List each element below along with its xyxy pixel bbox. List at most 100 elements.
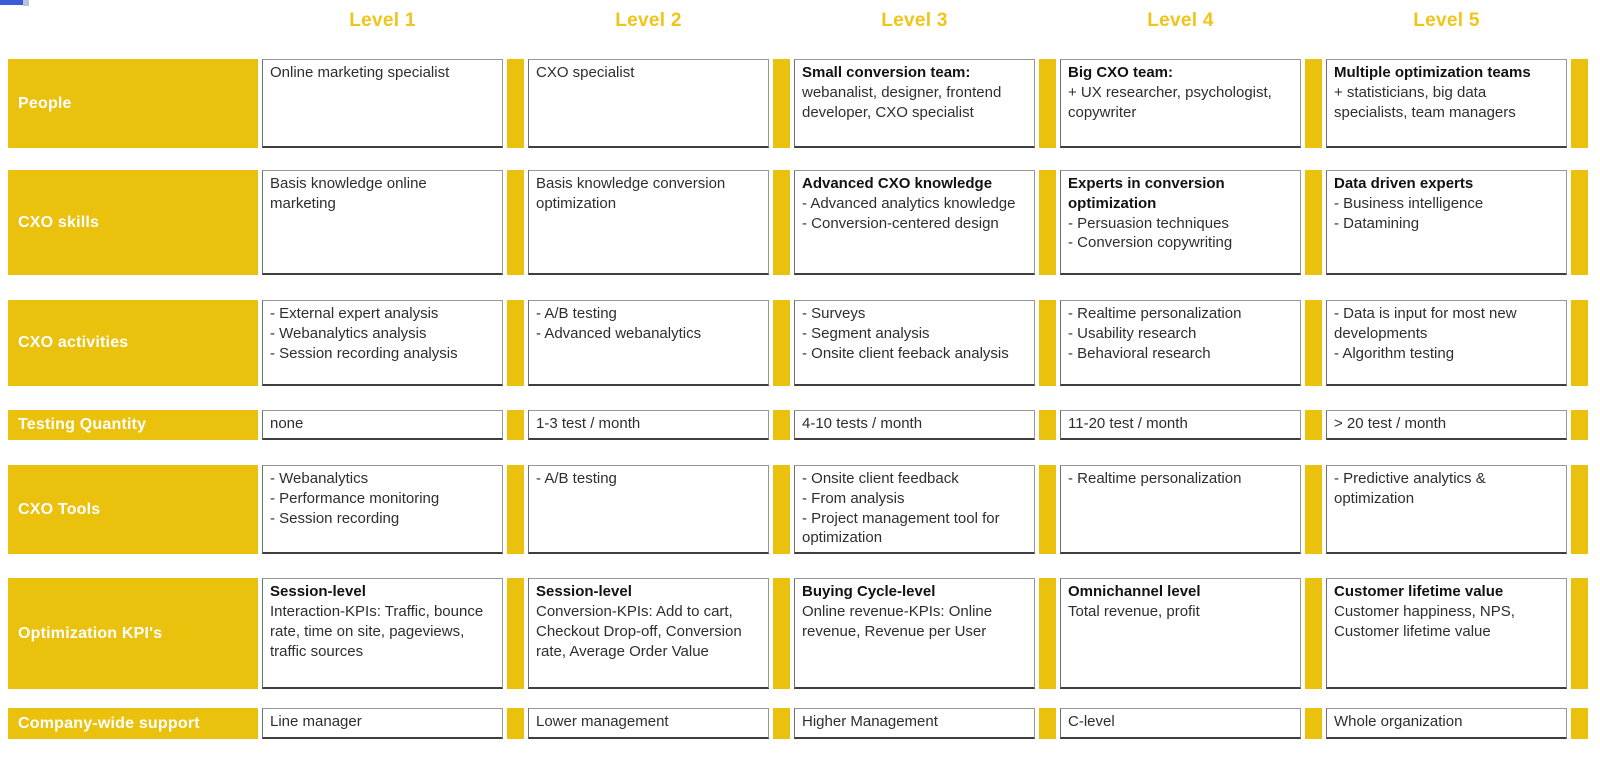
yellow-strip: [1305, 578, 1322, 690]
cell-cxo-activities-level-2: - A/B testing - Advanced webanalytics: [528, 300, 769, 386]
cell-title: Session-level: [270, 583, 366, 601]
blue-artifact-bar: [0, 0, 29, 6]
cell-optimization-kpi-s-level-1: Session-level Interaction-KPIs: Traffic, …: [262, 578, 503, 690]
cell-cxo-activities-level-5: - Data is input for most new development…: [1326, 300, 1567, 386]
yellow-strip: [1571, 465, 1588, 555]
yellow-strip: [507, 170, 524, 275]
yellow-strip: [1039, 300, 1056, 386]
cell-people-level-3: Small conversion team: webanalist, design…: [794, 59, 1035, 148]
cell-people-level-1: Online marketing specialist: [262, 59, 503, 148]
cell-people-level-4: Big CXO team: + UX researcher, psychologi…: [1060, 59, 1301, 148]
cell-cxo-activities-level-1: - External expert analysis - Webanalytic…: [262, 300, 503, 386]
cell-cxo-activities-level-4: - Realtime personalization - Usability r…: [1060, 300, 1301, 386]
yellow-strip: [773, 170, 790, 275]
column-header-level-5: Level 5: [1413, 10, 1480, 31]
yellow-strip: [1305, 300, 1322, 386]
cell-optimization-kpi-s-level-2: Session-level Conversion-KPIs: Add to car…: [528, 578, 769, 690]
row-label-text: Testing Quantity: [18, 416, 147, 433]
cell-body: 11-20 test / month: [1068, 415, 1188, 432]
matrix-row-optimization-kpi-s: Optimization KPI's Session-level Interacti…: [8, 578, 1588, 690]
yellow-strip: [773, 410, 790, 440]
cell-company-wide-support-level-3: Higher Management: [794, 708, 1035, 740]
yellow-strip: [1571, 708, 1588, 740]
cell-body: Higher Management: [802, 713, 938, 731]
cell-body: C-level: [1068, 713, 1115, 731]
cell-body: Customer happiness, NPS, Customer lifeti…: [1334, 602, 1515, 640]
cell-title: Customer lifetime value: [1334, 583, 1504, 601]
cell-body: - Business intelligence - Datamining: [1334, 194, 1484, 232]
cell-body: 1-3 test / month: [536, 415, 641, 432]
yellow-strip: [1571, 59, 1588, 148]
row-label-optimization-kpi-s: Optimization KPI's: [8, 578, 258, 690]
cell-cxo-skills-level-1: Basis knowledge online marketing: [262, 170, 503, 275]
matrix-row-company-wide-support: Company-wide support Line manager Lower ma…: [8, 708, 1588, 740]
cell-body: - Surveys - Segment analysis - Onsite cl…: [802, 305, 1009, 362]
column-header-level-1: Level 1: [349, 10, 416, 31]
yellow-strip: [1039, 410, 1056, 440]
yellow-strip: [507, 59, 524, 148]
cell-company-wide-support-level-4: C-level: [1060, 708, 1301, 740]
cell-body: Conversion-KPIs: Add to cart, Checkout D…: [536, 602, 742, 660]
cell-title: Multiple optimization teams: [1334, 64, 1531, 81]
cell-body: - Realtime personalization - Usability r…: [1068, 305, 1242, 362]
column-header-level-3: Level 3: [881, 10, 948, 31]
cell-body: Interaction-KPIs: Traffic, bounce rate, …: [270, 602, 484, 660]
yellow-strip: [1039, 708, 1056, 740]
row-label-company-wide-support: Company-wide support: [8, 708, 258, 740]
yellow-strip: [1039, 578, 1056, 690]
cell-company-wide-support-level-1: Line manager: [262, 708, 503, 740]
yellow-strip: [1571, 170, 1588, 275]
cell-cxo-tools-level-4: - Realtime personalization: [1060, 465, 1301, 555]
row-label-text: CXO skills: [18, 213, 100, 231]
cell-cxo-skills-level-2: Basis knowledge conversion optimization: [528, 170, 769, 275]
cell-company-wide-support-level-5: Whole organization: [1326, 708, 1567, 740]
cell-testing-quantity-level-3: 4-10 tests / month: [794, 410, 1035, 440]
cell-body: - Data is input for most new development…: [1334, 305, 1517, 362]
yellow-strip: [1305, 708, 1322, 740]
yellow-strip: [1039, 59, 1056, 148]
yellow-strip: [1305, 170, 1322, 275]
cell-cxo-skills-level-5: Data driven experts - Business intelligen…: [1326, 170, 1567, 275]
column-header-level-2: Level 2: [615, 10, 682, 31]
yellow-strip: [507, 300, 524, 386]
cell-body: + statisticians, big data specialists, t…: [1334, 83, 1516, 121]
cell-cxo-tools-level-3: - Onsite client feedback - From analysis…: [794, 465, 1035, 555]
cell-testing-quantity-level-4: 11-20 test / month: [1060, 410, 1301, 440]
cell-body: Online marketing specialist: [270, 64, 450, 81]
cell-body: Lower management: [536, 713, 669, 731]
cell-body: Total revenue, profit: [1068, 602, 1200, 620]
yellow-strip: [1305, 410, 1322, 440]
yellow-strip: [507, 465, 524, 555]
cell-body: - Advanced analytics knowledge - Convers…: [802, 194, 1016, 232]
cell-body: - Persuasion techniques - Conversion cop…: [1068, 214, 1233, 252]
cell-title: Small conversion team:: [802, 64, 971, 81]
yellow-strip: [1305, 465, 1322, 555]
cell-optimization-kpi-s-level-3: Buying Cycle-level Online revenue-KPIs: O…: [794, 578, 1035, 690]
level-header-row: Level 1 Level 2 Level 3 Level 4 Level 5: [8, 10, 1588, 34]
cell-body: 4-10 tests / month: [802, 415, 923, 432]
yellow-strip: [773, 708, 790, 740]
cell-body: - Webanalytics - Performance monitoring …: [270, 470, 440, 527]
cell-body: - Predictive analytics & optimization: [1334, 470, 1486, 507]
yellow-strip: [773, 300, 790, 386]
yellow-strip: [1305, 59, 1322, 148]
row-label-cxo-activities: CXO activities: [8, 300, 258, 386]
cell-body: - Onsite client feedback - From analysis…: [802, 470, 1000, 547]
cell-body: CXO specialist: [536, 64, 635, 81]
row-label-text: Company-wide support: [18, 714, 200, 732]
cell-people-level-5: Multiple optimization teams + statisticia…: [1326, 59, 1567, 148]
cell-title: Omnichannel level: [1068, 583, 1201, 601]
cell-body: Whole organization: [1334, 713, 1463, 731]
cell-body: - A/B testing - Advanced webanalytics: [536, 305, 702, 342]
matrix-row-cxo-skills: CXO skills Basis knowledge online marketi…: [8, 170, 1588, 275]
yellow-strip: [1571, 410, 1588, 440]
row-label-text: Optimization KPI's: [18, 624, 163, 642]
cell-cxo-tools-level-2: - A/B testing: [528, 465, 769, 555]
cell-body: webanalist, designer, frontend developer…: [802, 83, 1002, 121]
cell-body: Basis knowledge online marketing: [270, 175, 427, 212]
matrix-rows: People Online marketing specialist CXO spe…: [0, 59, 1600, 740]
yellow-strip: [773, 465, 790, 555]
cell-title: Data driven experts: [1334, 175, 1474, 192]
cell-company-wide-support-level-2: Lower management: [528, 708, 769, 740]
